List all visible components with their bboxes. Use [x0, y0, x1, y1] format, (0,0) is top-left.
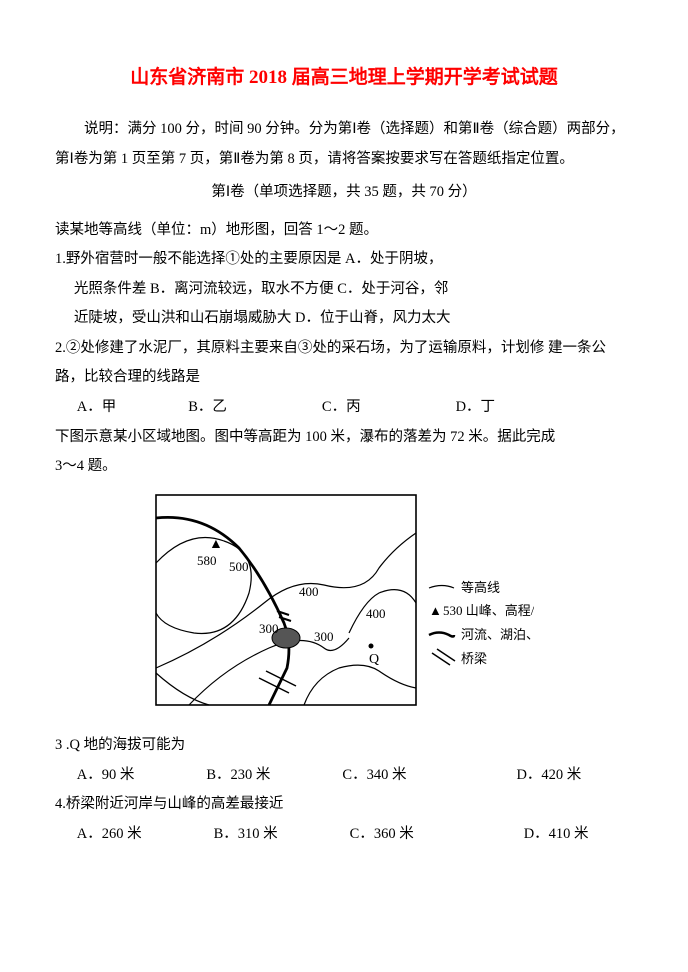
intro-line-2: 第Ⅰ卷为第 1 页至第 7 页，第Ⅱ卷为第 8 页，请将答案按要求写在答题纸指定… — [55, 146, 633, 174]
map-preamble-1: 下图示意某小区域地图。图中等高距为 100 米，瀑布的落差为 72 米。据此完成 — [55, 424, 633, 452]
peak-580-tri: ▲ — [209, 537, 223, 552]
legend-bridge-icon-1 — [432, 653, 450, 665]
legend-peak: 530 山峰、高程/m — [443, 603, 534, 618]
q2-opt-a: A．甲 — [77, 394, 116, 422]
label-400a: 400 — [299, 584, 319, 599]
q2-opt-c: C．丙 — [322, 394, 361, 422]
legend-contour: 等高线 — [461, 580, 500, 595]
legend-bridge-icon-2 — [437, 649, 455, 661]
contour-preamble: 读某地等高线（单位：m）地形图，回答 1～2 题。 — [55, 217, 633, 245]
contour-extra — [156, 673, 209, 705]
q4-opt-b: B．310 米 — [214, 821, 278, 849]
label-500: 500 — [229, 559, 249, 574]
label-q: Q — [369, 652, 379, 667]
intro-line-1: 说明：满分 100 分，时间 90 分钟。分为第Ⅰ卷（选择题）和第Ⅱ卷（综合题）… — [55, 116, 633, 144]
q1-line-1: 1.野外宿营时一般不能选择①处的主要原因是 A．处于阴坡， — [55, 246, 633, 274]
map-svg: ▲ 580 500 400 300 300 400 Q 等高线 ▲ 530 山峰… — [154, 493, 534, 708]
contour-300-left — [189, 638, 349, 705]
q3-opt-c: C．340 米 — [342, 762, 406, 790]
q4-opt-c: C．360 米 — [350, 821, 414, 849]
contour-500 — [156, 537, 251, 633]
map-frame — [156, 495, 416, 705]
legend-peak-tri: ▲ — [429, 603, 442, 618]
q3-opt-d: D．420 米 — [516, 762, 581, 790]
section-1-header: 第Ⅰ卷（单项选择题，共 35 题，共 70 分） — [55, 179, 633, 207]
q3-stem: 3 .Q 地的海拔可能为 — [55, 732, 633, 760]
exam-title: 山东省济南市 2018 届高三地理上学期开学考试试题 — [55, 60, 633, 96]
q2-options: A．甲 B．乙 C．丙 D．丁 — [55, 394, 633, 422]
legend-river: 河流、湖泊、瀑布 — [461, 627, 534, 642]
legend-bridge: 桥梁 — [461, 651, 487, 666]
q2-line-1: 2.②处修建了水泥厂，其原料主要来自③处的采石场，为了运输原料，计划修 建一条公 — [55, 335, 633, 363]
legend-contour-icon — [429, 585, 454, 588]
contour-300-right — [304, 665, 416, 705]
q4-opt-d: D．410 米 — [524, 821, 589, 849]
q4-opt-a: A．260 米 — [77, 821, 142, 849]
q-dot — [369, 643, 374, 648]
label-580: 580 — [197, 553, 217, 568]
q2-line-2: 路，比较合理的线路是 — [55, 364, 633, 392]
q4-options: A．260 米 B．310 米 C．360 米 D．410 米 — [55, 821, 633, 849]
label-400b: 400 — [366, 606, 386, 621]
q3-opt-a: A．90 米 — [77, 762, 135, 790]
q2-opt-b: B．乙 — [188, 394, 227, 422]
q1-line-3: 近陡坡，受山洪和山石崩塌威胁大 D．位于山脊，风力太大 — [55, 305, 633, 333]
label-300a: 300 — [259, 621, 279, 636]
label-300b: 300 — [314, 629, 334, 644]
q4-stem: 4.桥梁附近河岸与山峰的高差最接近 — [55, 791, 633, 819]
map-preamble-2: 3～4 题。 — [55, 453, 633, 481]
q3-options: A．90 米 B．230 米 C．340 米 D．420 米 — [55, 762, 633, 790]
legend-river-icon — [429, 632, 454, 636]
q3-opt-b: B．230 米 — [206, 762, 270, 790]
legend: 等高线 ▲ 530 山峰、高程/m 河流、湖泊、瀑布 桥梁 — [429, 580, 534, 666]
q1-line-2: 光照条件差 B．离河流较远，取水不方便 C．处于河谷，邻 — [55, 276, 633, 304]
map-figure: ▲ 580 500 400 300 300 400 Q 等高线 ▲ 530 山峰… — [55, 493, 633, 719]
q2-opt-d: D．丁 — [456, 394, 495, 422]
